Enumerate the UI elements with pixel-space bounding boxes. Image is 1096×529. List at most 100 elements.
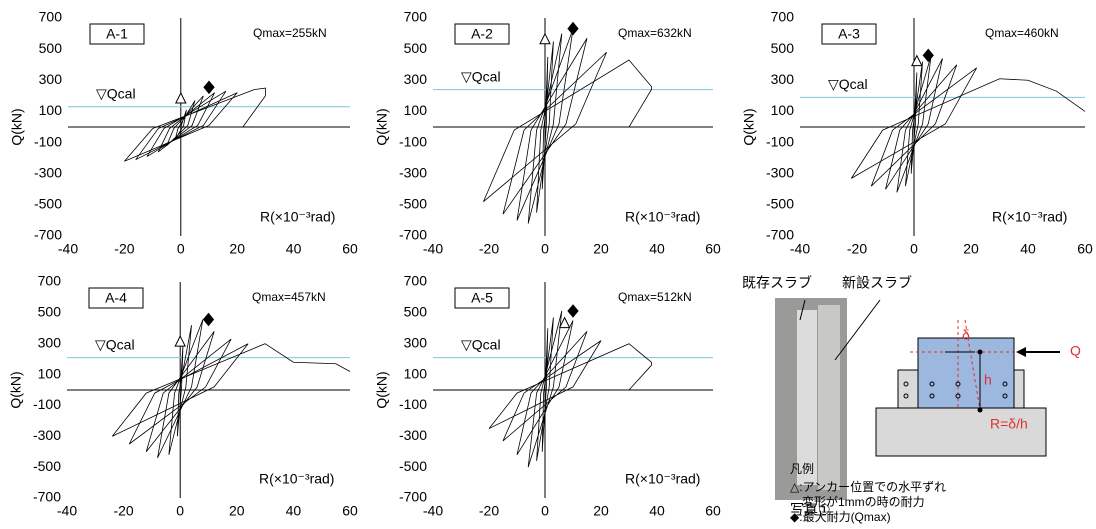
- qmax-annotation: Qmax=632kN: [618, 26, 692, 40]
- x-tick-label: 0: [176, 503, 184, 519]
- y-tick-label: -100: [399, 133, 427, 149]
- y-tick-label: 300: [771, 71, 795, 87]
- hysteresis-curve: [488, 310, 652, 468]
- x-tick-label: 60: [705, 503, 721, 519]
- title-box: [88, 287, 144, 309]
- y-tick-label: 100: [404, 365, 428, 381]
- pointer: [834, 299, 881, 361]
- x-tick-label: -20: [479, 241, 499, 257]
- x-axis-label: R(×10⁻³rad): [259, 471, 334, 487]
- legend-item: ◆:最大耐力(Qmax): [790, 510, 891, 524]
- dot: [977, 349, 983, 355]
- chart: -40 -20 0 20 40 60 -700 -500 -300 -100 100 300 500 70…: [741, 9, 1093, 257]
- x-tick-label: 40: [286, 503, 302, 519]
- x-axis-label: R(×10⁻³rad): [992, 209, 1067, 225]
- y-tick-label: -700: [34, 227, 62, 243]
- chart-title: A-2: [471, 26, 493, 42]
- x-tick-label: 0: [910, 241, 918, 257]
- photo-caption: 写真①: [790, 502, 831, 518]
- diamond-marker: [922, 48, 934, 63]
- hysteresis-curve: [124, 87, 266, 162]
- y-tick-label: 500: [38, 304, 62, 320]
- photo-slab: [818, 305, 840, 490]
- y-tick-label: 500: [771, 40, 795, 56]
- y-tick-label: 300: [404, 334, 428, 350]
- y-tick-label: -500: [399, 458, 427, 474]
- y-tick-label: 100: [38, 365, 62, 381]
- height-label: h: [984, 372, 992, 388]
- y-tick-label: 100: [404, 102, 428, 118]
- x-tick-label: 0: [541, 241, 549, 257]
- x-tick-label: 20: [963, 241, 979, 257]
- x-axis-label: R(×10⁻³rad): [260, 209, 335, 225]
- x-tick-label: 60: [342, 503, 358, 519]
- chart-title: A-4: [105, 290, 127, 306]
- x-tick-label: 0: [541, 503, 549, 519]
- chart: -40 -20 0 20 40 60 -700 -500 -300 -100 100 300 500 70…: [374, 273, 721, 519]
- y-tick-label: -500: [766, 196, 794, 212]
- y-tick-label: -500: [399, 196, 427, 212]
- x-tick-label: -40: [423, 503, 443, 519]
- chart-title: A-3: [838, 26, 860, 42]
- x-tick-label: 40: [286, 241, 302, 257]
- photo-label: 新設スラブ: [842, 275, 912, 291]
- y-tick-label: -700: [399, 227, 427, 243]
- y-tick-label: 700: [771, 9, 795, 25]
- photo-label: 既存スラブ: [742, 275, 812, 291]
- pointer: [799, 299, 806, 321]
- y-tick-label: 300: [38, 334, 62, 350]
- triangle-marker: [174, 335, 187, 347]
- y-tick-label: -300: [399, 164, 427, 180]
- y-tick-label: -700: [33, 489, 61, 505]
- y-tick-label: 100: [39, 102, 63, 118]
- qcal-label: ▽Qcal: [461, 68, 501, 84]
- x-axis-label: R(×10⁻³rad): [625, 471, 700, 487]
- x-tick-label: 20: [229, 503, 245, 519]
- x-tick-label: -20: [847, 241, 867, 257]
- x-tick-label: 0: [177, 241, 185, 257]
- y-tick-label: 300: [39, 71, 63, 87]
- chart-title: A-5: [471, 290, 493, 306]
- y-tick-label: -100: [34, 133, 62, 149]
- hysteresis-curve: [111, 319, 351, 459]
- x-tick-label: -20: [479, 503, 499, 519]
- x-tick-label: 20: [593, 503, 609, 519]
- qmax-annotation: Qmax=457kN: [252, 290, 326, 304]
- title-box: [454, 287, 510, 309]
- qcal-label: ▽Qcal: [95, 336, 135, 352]
- qmax-annotation: Qmax=512kN: [618, 290, 692, 304]
- diamond-marker: [202, 312, 215, 327]
- y-axis-label: Q(kN): [374, 371, 390, 408]
- hysteresis-curve: [850, 55, 1086, 193]
- dot: [977, 407, 983, 413]
- y-tick-label: -100: [766, 133, 794, 149]
- y-tick-label: -100: [399, 396, 427, 412]
- y-tick-label: -300: [766, 164, 794, 180]
- qcal-label: ▽Qcal: [828, 76, 868, 92]
- triangle-marker: [911, 54, 923, 67]
- base: [875, 407, 1047, 457]
- x-tick-label: 60: [1077, 241, 1093, 257]
- legend-item: 変形が1mmの時の耐力: [802, 494, 925, 509]
- x-tick-label: 40: [1020, 241, 1036, 257]
- legend-title: 凡例: [790, 462, 814, 476]
- diamond-marker: [567, 304, 579, 318]
- y-tick-label: -300: [33, 427, 61, 443]
- chart: -40 -20 0 20 40 60 -700 -500 -300 -100 100 300 500 70…: [374, 9, 721, 257]
- y-axis-label: Q(kN): [8, 371, 24, 408]
- chart-title: A-1: [106, 26, 128, 42]
- x-tick-label: 60: [342, 241, 358, 257]
- x-axis-label: R(×10⁻³rad): [625, 209, 700, 225]
- x-tick-label: 20: [229, 241, 245, 257]
- y-tick-label: 500: [404, 304, 428, 320]
- y-axis-label: Q(kN): [741, 108, 757, 145]
- triangle-marker: [558, 316, 571, 329]
- qmax-annotation: Qmax=460kN: [985, 26, 1059, 40]
- y-tick-label: 700: [404, 273, 428, 289]
- y-tick-label: -700: [399, 489, 427, 505]
- chart: -40 -20 0 20 40 60 -700 -500 -300 -100 100 300 500 70…: [8, 273, 358, 519]
- x-tick-label: 40: [649, 241, 665, 257]
- right-panel: 既存スラブ 新設スラブ 写真① δ Q h R=δ/h 凡例 △:アンカー位置で…: [742, 275, 1081, 524]
- x-tick-label: -20: [113, 503, 133, 519]
